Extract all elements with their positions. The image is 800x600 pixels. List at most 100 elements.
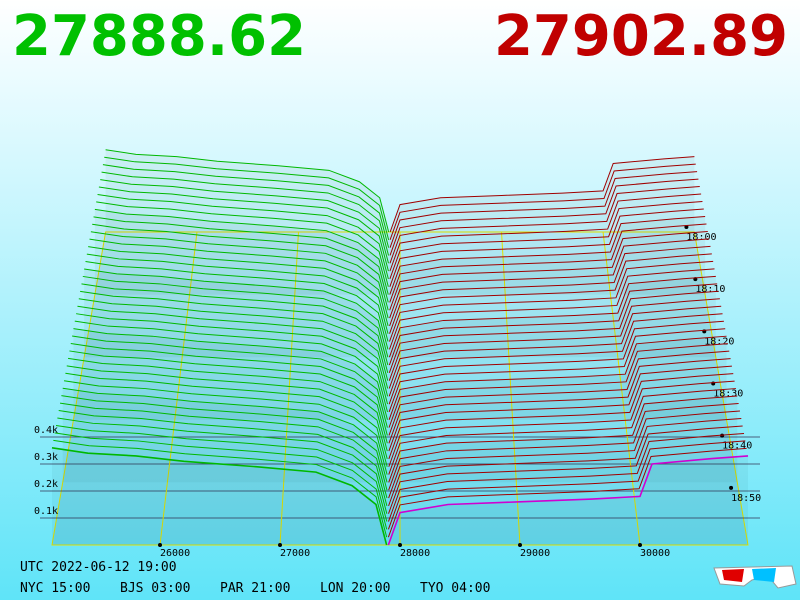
depth-line (388, 388, 736, 475)
depth-line (93, 216, 389, 303)
depth-shade (52, 447, 387, 545)
depth-line (76, 313, 389, 405)
depth-line (389, 253, 712, 334)
depth-tick-label: 0.4k (34, 425, 58, 436)
depth-shade (62, 388, 388, 483)
depth-line (389, 186, 700, 264)
glasses-icon[interactable] (713, 565, 797, 589)
depth-line (389, 178, 699, 256)
depth-line (388, 313, 723, 397)
depth-line (82, 275, 389, 366)
time-tick-label: 18:20 (704, 336, 734, 347)
depth-line (388, 268, 715, 350)
utc-time: UTC 2022-06-12 19:00 (20, 560, 177, 575)
depth-line (65, 372, 388, 467)
depth-line (388, 335, 727, 420)
depth-line (85, 261, 389, 350)
depth-tick-label: 0.3k (34, 452, 58, 463)
depth-shade (105, 149, 389, 232)
depth-line (388, 410, 740, 499)
depth-line (55, 424, 388, 522)
depth-line (62, 387, 388, 483)
depth-line (389, 223, 707, 303)
price-tick (398, 543, 402, 547)
price-grid-line (602, 231, 641, 546)
depth-line (102, 164, 390, 248)
depth-line (389, 156, 695, 233)
price-tick-label: 26000 (160, 548, 190, 559)
depth-line (84, 268, 389, 358)
depth-line (388, 328, 726, 413)
depth-line (100, 179, 389, 264)
depth-line (54, 432, 388, 530)
time-tick-label: 18:00 (686, 232, 716, 243)
time-tick-label: 18:40 (722, 441, 752, 452)
depth-line (73, 328, 388, 420)
depth-line (389, 260, 714, 342)
depth-line (389, 171, 698, 248)
time-tick-label: 18:30 (713, 389, 743, 400)
time-tick (729, 485, 734, 490)
depth-line (78, 298, 389, 389)
depth-line (388, 417, 742, 507)
depth-line (388, 380, 735, 467)
depth-line (389, 208, 704, 287)
depth-tick-label: 0.2k (34, 479, 58, 490)
depth-line (388, 358, 731, 444)
depth-line (51, 447, 388, 546)
zone-time: TYO 04:00 (420, 581, 490, 596)
depth-line (388, 275, 716, 358)
depth-line (389, 245, 711, 327)
depth-line (388, 343, 728, 428)
depth-line (57, 417, 388, 514)
depth-line (61, 395, 388, 491)
depth-line (88, 246, 389, 334)
price-grid-line (279, 231, 299, 546)
depth-line (389, 163, 696, 240)
depth-line (388, 425, 743, 514)
depth-line (89, 238, 389, 327)
depth-line (92, 223, 389, 311)
depth-line (389, 215, 706, 295)
depth-line (389, 230, 708, 311)
ask-price: 27902.89 (493, 4, 788, 69)
zone-time: BJS 03:00 (120, 581, 190, 596)
depth-line (387, 440, 746, 530)
price-tick (278, 543, 282, 547)
depth-tick-label: 0.1k (34, 506, 58, 517)
depth-line (387, 447, 747, 538)
depth-line (389, 201, 703, 280)
depth-line (94, 208, 389, 295)
depth-line (97, 193, 389, 280)
depth-line (63, 380, 388, 475)
price-tick-label: 28000 (400, 548, 430, 559)
price-tick-label: 29000 (520, 548, 550, 559)
depth-line (105, 149, 390, 233)
depth-line (96, 201, 389, 287)
depth-line (104, 156, 390, 240)
bid-price: 27888.62 (12, 4, 307, 69)
depth-line (388, 320, 724, 405)
depth-line (77, 305, 389, 397)
depth-line (53, 439, 388, 538)
price-grid-line (159, 231, 198, 546)
price-tick (518, 543, 522, 547)
depth-line (388, 365, 732, 452)
price-grid-line (501, 231, 521, 546)
depth-line (101, 171, 390, 256)
price-tick (638, 543, 642, 547)
depth-line (388, 298, 720, 381)
depth-line (66, 365, 388, 460)
depth-line (388, 305, 722, 389)
price-tick (158, 543, 162, 547)
depth-line (69, 350, 388, 444)
zone-time: PAR 21:00 (220, 581, 290, 596)
depth-line (90, 231, 389, 319)
depth-line (70, 342, 388, 436)
depth-line (388, 290, 719, 374)
depth-line (388, 283, 718, 366)
depth-line (72, 335, 388, 428)
zone-time: NYC 15:00 (20, 581, 90, 596)
